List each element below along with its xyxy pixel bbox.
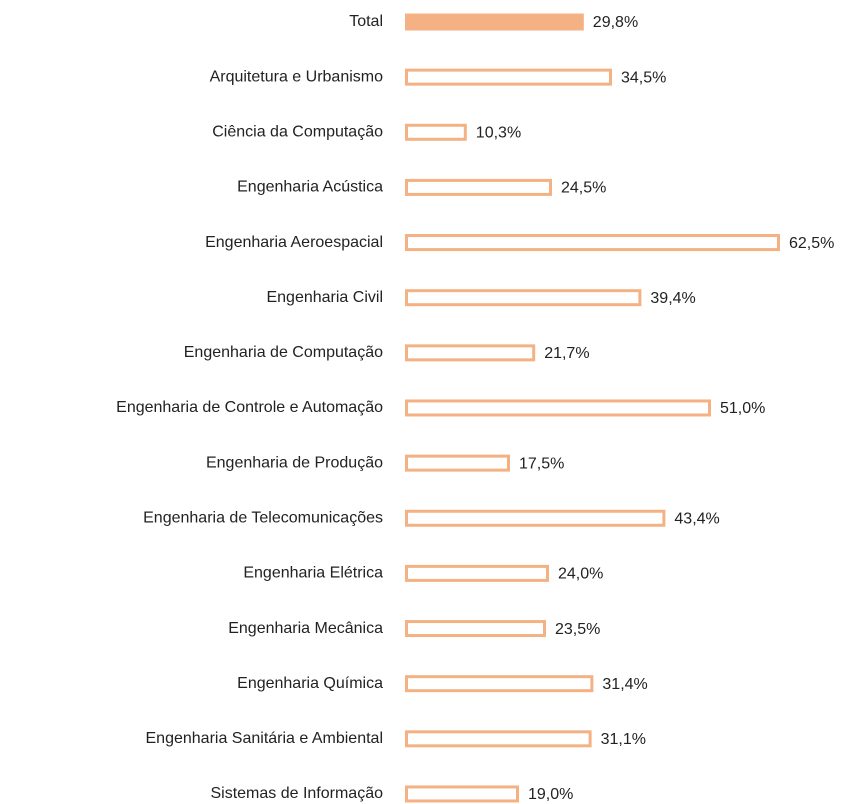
bar [405, 123, 467, 141]
value-label: 24,0% [558, 566, 603, 583]
category-label: Engenharia Aeroespacial [205, 234, 383, 251]
value-label: 29,8% [593, 14, 638, 31]
category-label: Engenharia de Telecomunicações [143, 509, 383, 526]
category-label: Total [349, 13, 383, 30]
category-label: Engenharia Química [237, 675, 383, 692]
bar [405, 13, 584, 31]
value-label: 62,5% [789, 235, 834, 252]
bar [405, 620, 546, 638]
category-label: Arquitetura e Urbanismo [210, 68, 384, 85]
bar [405, 234, 780, 252]
bar [405, 509, 666, 527]
value-label: 51,0% [720, 400, 765, 417]
value-label: 31,4% [602, 676, 647, 693]
bar [405, 564, 549, 582]
category-label: Engenharia Elétrica [243, 565, 383, 582]
value-label: 19,0% [528, 786, 573, 803]
bar [405, 344, 536, 362]
bar [405, 399, 711, 417]
bar [405, 289, 642, 307]
bar [405, 68, 612, 86]
value-label: 17,5% [519, 455, 564, 472]
category-label: Engenharia Civil [266, 289, 383, 306]
category-label: Engenharia Acústica [237, 179, 383, 196]
value-label: 10,3% [476, 124, 521, 141]
value-label: 39,4% [650, 290, 695, 307]
category-label: Engenharia de Computação [184, 344, 383, 361]
category-label: Engenharia de Controle e Automação [116, 399, 383, 416]
value-label: 21,7% [544, 345, 589, 362]
bar [405, 730, 592, 748]
value-label: 34,5% [621, 69, 666, 86]
category-label: Engenharia de Produção [206, 454, 383, 471]
value-label: 31,1% [601, 731, 646, 748]
category-label: Ciência da Computação [212, 123, 383, 140]
category-label: Engenharia Mecânica [228, 620, 383, 637]
category-label: Engenharia Sanitária e Ambiental [146, 730, 384, 747]
value-label: 23,5% [555, 621, 600, 638]
value-label: 24,5% [561, 180, 606, 197]
bar [405, 785, 519, 803]
bar [405, 454, 510, 472]
bar [405, 178, 552, 196]
value-label: 43,4% [674, 510, 719, 527]
bar [405, 675, 594, 693]
category-label: Sistemas de Informação [210, 785, 383, 802]
